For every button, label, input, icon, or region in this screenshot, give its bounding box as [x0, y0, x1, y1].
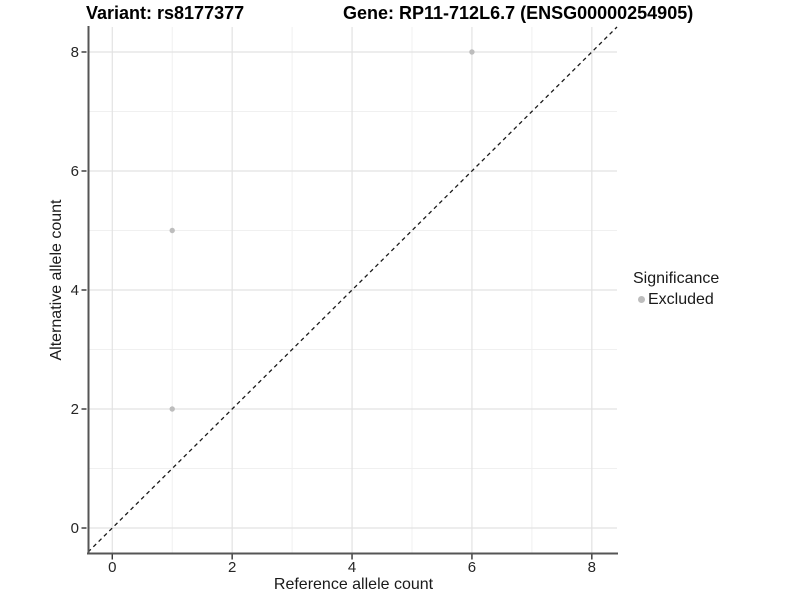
data-point [169, 406, 175, 412]
excluded-point-icon [638, 296, 645, 303]
x-tick-label: 0 [108, 559, 116, 576]
y-tick-label: 2 [71, 401, 79, 418]
major-gridlines [88, 27, 617, 553]
legend: Significance Excluded [633, 269, 719, 308]
y-tick-label: 6 [71, 163, 79, 180]
x-axis-title: Reference allele count [273, 576, 434, 593]
x-tick-label: 2 [228, 559, 236, 576]
y-tick-label: 4 [71, 282, 79, 299]
y-tick-label: 8 [71, 44, 79, 61]
y-axis-title: Alternative allele count [48, 199, 65, 361]
axis-lines [87, 26, 618, 555]
plot-title-variant: Variant: rs8177377 [86, 3, 245, 23]
legend-title: Significance [633, 270, 720, 287]
tick-marks [81, 51, 593, 560]
data-point [469, 49, 475, 55]
tick-labels: 0 2 4 6 8 0 2 4 6 8 [71, 44, 596, 576]
legend-item-excluded: Excluded [633, 291, 719, 308]
data-point [169, 227, 175, 234]
x-tick-label: 6 [468, 559, 476, 576]
y-tick-label: 0 [71, 520, 79, 537]
legend-item-label: Excluded [648, 291, 714, 308]
x-tick-label: 8 [588, 559, 596, 576]
data-points [169, 49, 475, 412]
plot-title-gene: Gene: RP11-712L6.7 (ENSG00000254905) [343, 3, 694, 23]
x-tick-label: 4 [348, 559, 356, 576]
